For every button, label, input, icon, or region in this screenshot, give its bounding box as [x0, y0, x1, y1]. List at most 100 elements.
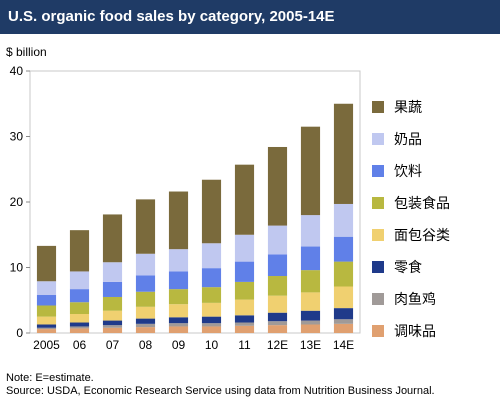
note-text: Note: E=estimate.: [6, 372, 94, 384]
bar-segment: [69, 328, 90, 333]
bar-segment: [135, 199, 156, 254]
bar-segment: [168, 271, 189, 290]
bar-segment: [234, 281, 255, 300]
bar-segment: [234, 164, 255, 235]
y-axis: 0 10 20 30 40: [10, 64, 30, 340]
bar-segment: [69, 271, 90, 290]
bar-segment: [102, 320, 123, 326]
y-tick-label: 30: [10, 130, 24, 144]
y-tick-label: 0: [16, 326, 23, 340]
legend-label: 饮料: [394, 163, 422, 179]
bar-segment: [300, 270, 321, 293]
bar-segment: [201, 316, 222, 324]
bar-segment: [333, 236, 354, 262]
x-axis: 2005 06 07 08 09 10 11 12E 13E 14E: [33, 338, 354, 352]
bar-segment: [69, 322, 90, 327]
bar-segment: [267, 225, 288, 255]
footnotes: Note: E=estimate. Source: USDA, Economic…: [6, 372, 435, 398]
bar-segment: [36, 329, 57, 333]
bar-segment: [168, 317, 189, 324]
legend-label: 调味品: [394, 323, 436, 339]
bar-segment: [69, 314, 90, 323]
legend-label: 零食: [394, 259, 422, 275]
bar-segment: [267, 276, 288, 296]
legend-label: 奶品: [394, 131, 422, 147]
bar-segment: [267, 254, 288, 277]
legend-swatch: [372, 229, 384, 241]
bar-segment: [234, 325, 255, 333]
bar-segment: [135, 253, 156, 276]
x-tick-label: 11: [238, 338, 251, 352]
legend-swatch: [372, 293, 384, 305]
bar-segment: [300, 324, 321, 333]
x-tick-label: 2005: [33, 338, 60, 352]
bar-segment: [102, 296, 123, 311]
bar-segment: [201, 268, 222, 288]
bar-segment: [36, 327, 57, 330]
bar-segment: [69, 302, 90, 314]
bar-segment: [135, 291, 156, 307]
legend-swatch: [372, 165, 384, 177]
bar-segment: [234, 322, 255, 326]
bar-segment: [102, 262, 123, 282]
bar-segment: [69, 289, 90, 303]
bar-segment: [102, 310, 123, 321]
bar-segment: [168, 323, 189, 327]
y-axis-unit-label: $ billion: [6, 45, 47, 59]
x-tick-label: 09: [172, 338, 186, 352]
chart-title: U.S. organic food sales by category, 200…: [8, 8, 335, 25]
bar-segment: [333, 203, 354, 237]
bar-segment: [102, 214, 123, 263]
bar-segment: [102, 327, 123, 333]
bar-segment: [267, 146, 288, 226]
bar-segment: [69, 326, 90, 329]
y-tick-label: 20: [10, 195, 24, 209]
bar-segment: [36, 295, 57, 306]
bar-segment: [201, 302, 222, 317]
bar-segment: [333, 323, 354, 333]
legend-swatch: [372, 261, 384, 273]
bar-segment: [36, 245, 57, 282]
bar-segment: [201, 326, 222, 333]
bar-segment: [333, 308, 354, 320]
bar-segment: [267, 295, 288, 313]
bar-segment: [135, 323, 156, 328]
bar-segment: [267, 312, 288, 322]
bar-segment: [333, 319, 354, 324]
bar-segment: [36, 324, 57, 328]
bar-segment: [234, 299, 255, 316]
legend-label: 肉鱼鸡: [394, 291, 436, 307]
bar-segment: [333, 103, 354, 204]
source-text: Source: USDA, Economic Research Service …: [6, 385, 435, 397]
bar-segment: [300, 320, 321, 325]
x-tick-label: 10: [205, 338, 219, 352]
bar-segment: [168, 289, 189, 305]
bar-segment: [69, 230, 90, 272]
bar-segment: [300, 310, 321, 321]
bar-segment: [135, 306, 156, 319]
bar-segment: [333, 261, 354, 287]
legend-label: 果蔬: [394, 99, 422, 115]
bar-segment: [36, 281, 57, 295]
legend-swatch: [372, 133, 384, 145]
bar-segment: [135, 275, 156, 292]
bar-segment: [267, 325, 288, 333]
bars: [36, 103, 354, 333]
x-tick-label: 14E: [333, 338, 354, 352]
bar-segment: [234, 234, 255, 262]
bar-segment: [36, 316, 57, 325]
bar-segment: [201, 287, 222, 303]
y-tick-label: 10: [10, 261, 24, 275]
legend-label: 包装食品: [394, 195, 450, 211]
bar-segment: [267, 321, 288, 326]
legend-swatch: [372, 325, 384, 337]
bar-segment: [201, 323, 222, 327]
bar-segment: [102, 325, 123, 328]
legend-swatch: [372, 101, 384, 113]
bar-segment: [102, 281, 123, 297]
x-tick-label: 07: [106, 338, 120, 352]
bar-segment: [234, 315, 255, 323]
